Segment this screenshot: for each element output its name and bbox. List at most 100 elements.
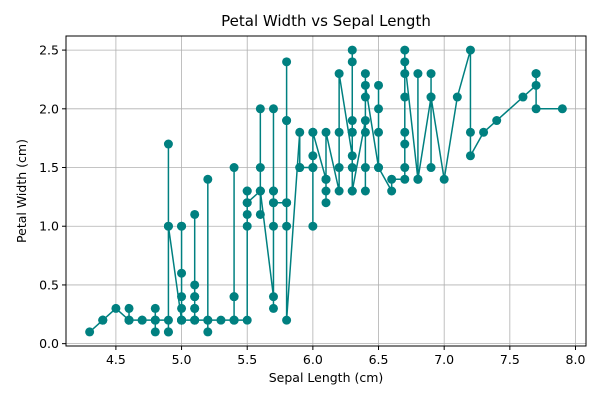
- data-point: [268, 186, 278, 196]
- data-point: [374, 127, 384, 137]
- y-tick-label: 2.0: [39, 101, 59, 116]
- data-point: [150, 303, 160, 313]
- data-point: [255, 209, 265, 219]
- data-point: [229, 163, 239, 173]
- data-point: [255, 163, 265, 173]
- data-point: [85, 327, 95, 337]
- data-point: [282, 315, 292, 325]
- data-point: [308, 221, 318, 231]
- data-point: [531, 104, 541, 114]
- data-point: [400, 57, 410, 67]
- data-point: [229, 292, 239, 302]
- data-point: [374, 80, 384, 90]
- data-point: [347, 57, 357, 67]
- data-point: [531, 80, 541, 90]
- data-point: [321, 174, 331, 184]
- data-point: [177, 292, 187, 302]
- data-point: [177, 268, 187, 278]
- data-point: [137, 315, 147, 325]
- x-axis-label: Sepal Length (cm): [269, 370, 384, 385]
- data-point: [282, 116, 292, 126]
- data-point: [268, 303, 278, 313]
- data-series: [85, 45, 567, 337]
- data-point: [242, 186, 252, 196]
- data-point: [334, 69, 344, 79]
- data-point: [347, 163, 357, 173]
- data-point: [400, 139, 410, 149]
- data-point: [400, 92, 410, 102]
- data-point: [360, 80, 370, 90]
- data-point: [334, 186, 344, 196]
- data-point: [268, 221, 278, 231]
- data-point: [465, 45, 475, 55]
- data-point: [360, 116, 370, 126]
- data-point: [374, 104, 384, 114]
- data-point: [308, 151, 318, 161]
- data-point: [150, 327, 160, 337]
- data-point: [360, 127, 370, 137]
- data-point: [439, 174, 449, 184]
- y-tick-label: 2.5: [39, 43, 59, 58]
- data-point: [347, 127, 357, 137]
- x-tick-label: 8.0: [566, 352, 586, 367]
- data-point: [400, 174, 410, 184]
- data-point: [268, 198, 278, 208]
- data-point: [111, 303, 121, 313]
- x-tick-label: 6.5: [369, 352, 389, 367]
- data-point: [177, 315, 187, 325]
- data-point: [334, 127, 344, 137]
- data-point: [282, 221, 292, 231]
- data-point: [347, 151, 357, 161]
- data-point: [177, 221, 187, 231]
- data-point: [374, 163, 384, 173]
- data-point: [295, 163, 305, 173]
- data-point: [203, 174, 213, 184]
- data-point: [295, 127, 305, 137]
- data-point: [203, 315, 213, 325]
- data-point: [426, 69, 436, 79]
- data-point: [347, 116, 357, 126]
- data-point: [360, 92, 370, 102]
- data-point: [150, 315, 160, 325]
- y-tick-label: 1.5: [39, 160, 59, 175]
- data-point: [190, 292, 200, 302]
- data-point: [321, 186, 331, 196]
- plot-frame: [65, 35, 587, 347]
- data-point: [216, 315, 226, 325]
- data-point: [413, 174, 423, 184]
- x-tick-label: 5.5: [237, 352, 257, 367]
- x-tick-label: 7.5: [500, 352, 520, 367]
- data-point: [479, 127, 489, 137]
- data-point: [492, 116, 502, 126]
- y-tick-label: 0.5: [39, 277, 59, 292]
- data-point: [400, 45, 410, 55]
- data-point: [531, 69, 541, 79]
- data-point: [163, 221, 173, 231]
- data-point: [400, 127, 410, 137]
- data-point: [242, 221, 252, 231]
- data-point: [229, 315, 239, 325]
- data-point: [98, 315, 108, 325]
- data-point: [360, 69, 370, 79]
- data-point: [387, 174, 397, 184]
- data-point: [163, 315, 173, 325]
- data-point: [190, 280, 200, 290]
- data-point: [203, 327, 213, 337]
- data-point: [321, 198, 331, 208]
- data-point: [242, 198, 252, 208]
- data-point: [347, 186, 357, 196]
- data-point: [360, 163, 370, 173]
- y-axis-label: Petal Width (cm): [14, 139, 29, 243]
- x-tick-label: 4.5: [106, 352, 126, 367]
- data-point: [282, 57, 292, 67]
- axis-ticks: 4.5 5.0 5.5 6.0 6.5 7.0 7.5 8.0 0.0 0.5 1.0 1.5 2.0 2…: [39, 43, 585, 367]
- y-tick-label: 0.0: [39, 336, 59, 351]
- data-point: [360, 186, 370, 196]
- data-point: [163, 139, 173, 149]
- data-point: [124, 303, 134, 313]
- data-point: [518, 92, 528, 102]
- data-point: [400, 69, 410, 79]
- data-point: [268, 292, 278, 302]
- x-tick-label: 5.0: [172, 352, 192, 367]
